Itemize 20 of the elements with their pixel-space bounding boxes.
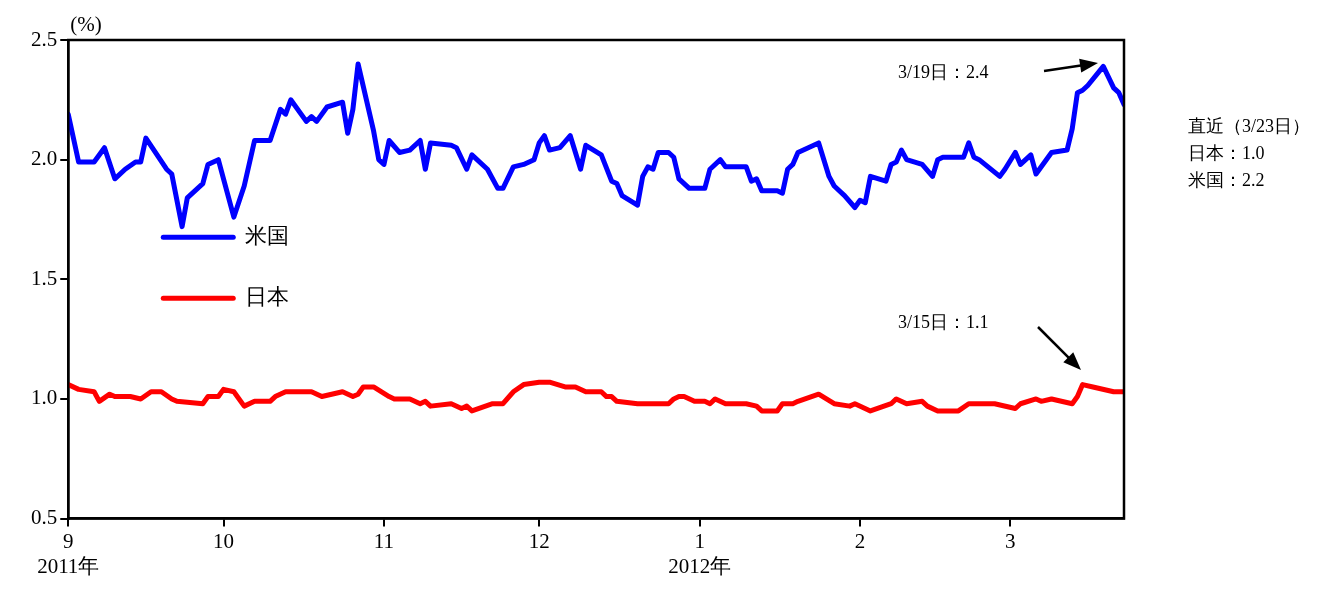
x-tick-label: 10 — [213, 528, 235, 553]
text: 直近（3/23日） — [1188, 116, 1311, 136]
x-tick-label: 2 — [854, 528, 866, 553]
annotation: 3/19日：2.4 — [898, 62, 989, 82]
annotation: 3/15日：1.1 — [898, 312, 989, 332]
x-tick-label: 9 2011年 — [37, 528, 100, 578]
x-tick-label: 3 — [1004, 528, 1016, 553]
x-tick-label: 12 — [528, 528, 550, 553]
text: 日本：1.0 — [1188, 143, 1265, 163]
y-tick-label: 1.5 — [31, 265, 58, 290]
legend-label: 米国 — [245, 223, 290, 249]
y-tick-label: 0.5 — [31, 505, 58, 530]
y-tick-label: 1.0 — [31, 385, 58, 410]
legend-label: 日本 — [245, 284, 290, 310]
x-tick-label: 11 — [373, 528, 395, 553]
text: 米国：2.2 — [1188, 170, 1265, 190]
x-tick-label: 1 2012年 — [668, 528, 732, 578]
y-axis-title: (%) — [70, 12, 102, 37]
y-tick-label: 2.5 — [31, 26, 58, 51]
y-tick-label: 2.0 — [31, 146, 58, 171]
